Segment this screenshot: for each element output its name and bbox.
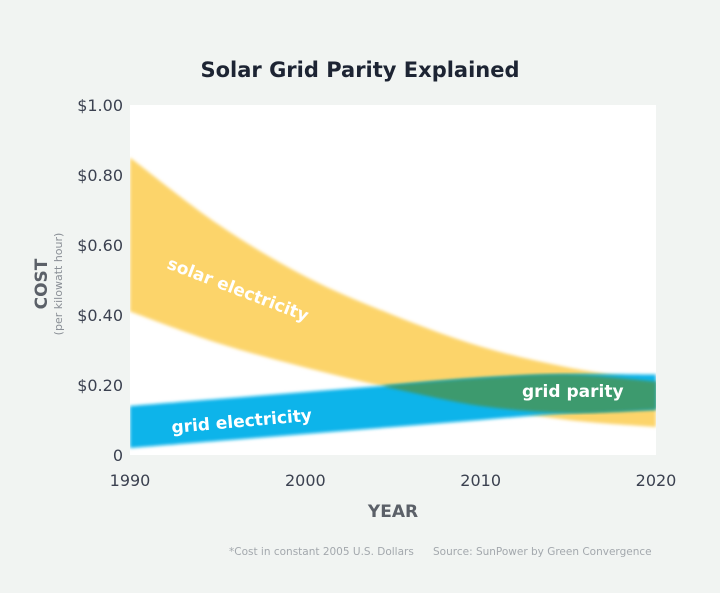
solar-electricity-band [130, 157, 656, 427]
chart-title: Solar Grid Parity Explained [200, 58, 519, 82]
x-tick-label: 2000 [285, 471, 326, 490]
annotation-grid-parity: grid parity [522, 382, 624, 402]
y-axis-label: COST [32, 258, 52, 309]
x-axis-label: YEAR [367, 502, 418, 522]
y-tick-label: $1.00 [77, 96, 123, 115]
y-tick-label: $0.60 [77, 236, 123, 255]
x-tick-label: 2020 [636, 471, 677, 490]
y-axis-sublabel: (per kilowatt hour) [52, 233, 65, 336]
x-tick-label: 2010 [460, 471, 501, 490]
y-tick-label: 0 [113, 446, 123, 465]
y-tick-label: $0.40 [77, 306, 123, 325]
y-tick-label: $0.80 [77, 166, 123, 185]
footnote-source: Source: SunPower by Green Convergence [433, 546, 652, 558]
x-tick-label: 1990 [110, 471, 151, 490]
y-axis-ticks: $1.00 $0.80 $0.60 $0.40 $0.20 0 [77, 96, 123, 465]
x-axis-ticks: 1990 2000 2010 2020 [110, 471, 677, 490]
y-tick-label: $0.20 [77, 376, 123, 395]
grid-parity-band [383, 374, 656, 414]
footnote-note: *Cost in constant 2005 U.S. Dollars [229, 546, 414, 558]
